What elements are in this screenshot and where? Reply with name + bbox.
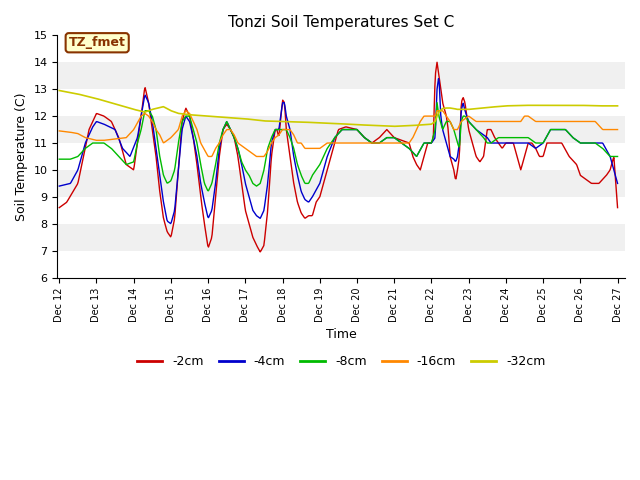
Bar (58, 62, 625, 89)
Bar (58, 36, 625, 62)
Bar (58, 251, 625, 277)
Bar (58, 170, 625, 197)
Text: TZ_fmet: TZ_fmet (68, 36, 125, 49)
Bar (58, 197, 625, 224)
X-axis label: Time: Time (326, 327, 356, 340)
Bar (58, 89, 625, 116)
Y-axis label: Soil Temperature (C): Soil Temperature (C) (15, 92, 28, 221)
Bar (58, 224, 625, 251)
Title: Tonzi Soil Temperatures Set C: Tonzi Soil Temperatures Set C (228, 15, 454, 30)
Legend: -2cm, -4cm, -8cm, -16cm, -32cm: -2cm, -4cm, -8cm, -16cm, -32cm (132, 350, 550, 373)
Bar (58, 116, 625, 143)
Bar (58, 143, 625, 170)
